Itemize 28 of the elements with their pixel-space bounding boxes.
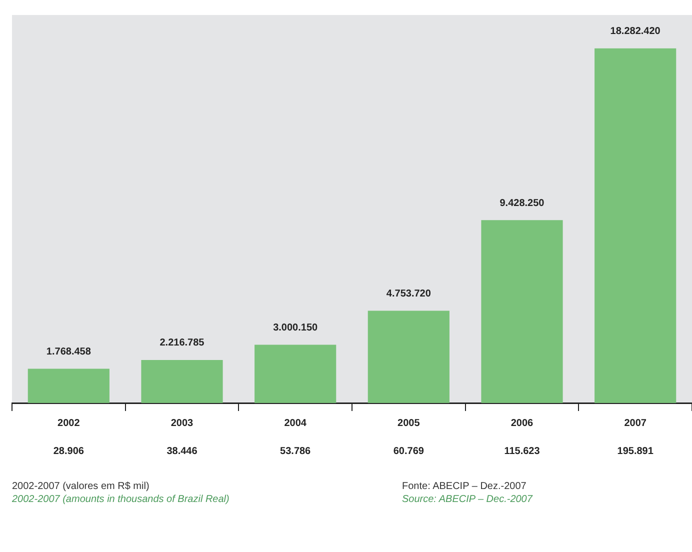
x-tick-label: 2006 [510, 418, 534, 429]
bar [481, 220, 563, 403]
data-label: 9.428.250 [500, 198, 545, 209]
text: 38.446 [166, 446, 198, 457]
text: 195.891 [617, 446, 654, 457]
x-tick-label: 2003 [170, 418, 194, 429]
bar [28, 368, 110, 403]
text: 115.623 [504, 446, 540, 457]
x-tick-label: 2002 [58, 418, 80, 429]
data-label: 4.753.720 [386, 288, 432, 300]
bar [368, 310, 450, 403]
data-label: 18.282.420 [610, 26, 661, 38]
text: 53.786 [280, 446, 312, 457]
text: 60.769 [393, 446, 424, 457]
bar [594, 48, 676, 403]
source-note: Source: ABECIP – Dec.-2007 [402, 493, 532, 506]
bar [254, 344, 336, 403]
data-label: 2.216.785 [160, 338, 205, 349]
text: 28.906 [53, 446, 84, 457]
data-label: 3.000.150 [273, 322, 318, 334]
data-label: 1.768.458 [46, 346, 92, 358]
source-note: Fonte: ABECIP – Dez.-2007 [402, 480, 528, 493]
x-tick-label: 2004 [284, 418, 307, 429]
text: 2002-2007 (valores em R$ mil) [12, 480, 150, 493]
bar [141, 360, 223, 403]
text: 2002-2007 (amounts in thousands of Brazil Real) [12, 493, 230, 506]
x-tick-label: 2007 [624, 418, 647, 429]
x-tick-label: 2005 [398, 418, 420, 429]
